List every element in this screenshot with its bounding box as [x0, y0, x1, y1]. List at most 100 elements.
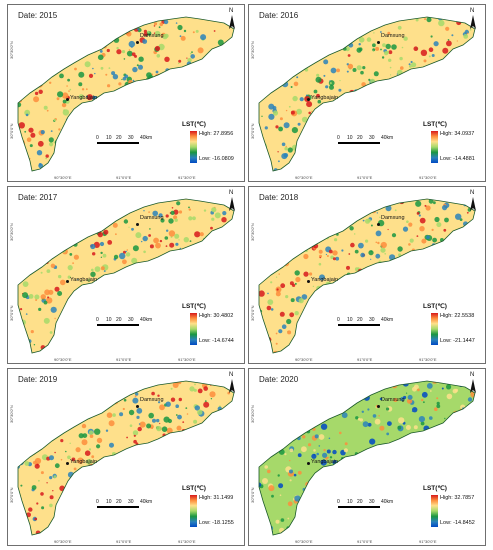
lst-legend: LST(℃) High: 32.7857 Low: -14.8452	[423, 484, 485, 530]
scale-label: 0	[337, 317, 340, 323]
longitude-label: 91°0'0"E	[357, 357, 373, 362]
town-label-damxung: Damxung	[140, 397, 164, 403]
north-arrow-icon: N	[467, 190, 479, 213]
lst-raster-map	[258, 198, 476, 354]
longitude-label: 90°30'0"E	[54, 175, 72, 180]
north-label: N	[470, 8, 475, 14]
scale-segment	[97, 324, 107, 326]
longitude-label: 90°30'0"E	[295, 539, 313, 544]
lst-map-panel: Date: 2015 N Damxung Yangbajain 0 10 20 30 40km L…	[7, 4, 245, 182]
scale-label: 10	[106, 499, 112, 505]
scale-label: 10	[347, 317, 353, 323]
legend-low: Low: -16.0809	[199, 156, 234, 162]
date-label: Date: 2019	[18, 375, 58, 384]
latitude-label: 30°0'0"N	[9, 305, 14, 321]
date-label: Date: 2015	[18, 11, 58, 20]
scale-segment	[97, 506, 107, 508]
scale-bar: 0 10 20 30 40km	[96, 499, 160, 515]
scale-segment	[348, 506, 358, 508]
legend-color-ramp	[190, 313, 197, 345]
town-label-yangbajain: Yangbajain	[311, 459, 339, 465]
legend-title: LST(℃)	[182, 121, 206, 128]
legend-high: High: 22.5538	[440, 313, 475, 319]
lst-raster-map	[17, 198, 235, 354]
scale-segment	[129, 324, 139, 326]
town-label-yangbajain: Yangbajain	[70, 459, 98, 465]
longitude-label: 91°30'0"E	[178, 357, 196, 362]
scale-bar: 0 10 20 30 40km	[337, 135, 401, 151]
legend-color-ramp	[431, 131, 438, 163]
north-label: N	[470, 372, 475, 378]
town-marker	[136, 41, 139, 44]
town-label-yangbajain: Yangbajain	[311, 95, 339, 101]
scale-label: 0	[96, 499, 99, 505]
legend-title: LST(℃)	[182, 485, 206, 492]
scale-bar: 0 10 20 30 40km	[337, 317, 401, 333]
legend-high: High: 32.7857	[440, 495, 475, 501]
scale-segment	[358, 324, 370, 326]
latitude-label: 30°0'0"N	[9, 487, 14, 503]
latitude-label: 30°0'0"N	[250, 305, 255, 321]
town-marker	[136, 405, 139, 408]
scale-segment	[117, 506, 129, 508]
latitude-label: 30°0'0"N	[250, 487, 255, 503]
legend-title: LST(℃)	[423, 485, 447, 492]
scale-label: 10	[106, 317, 112, 323]
town-label-damxung: Damxung	[140, 215, 164, 221]
town-label-yangbajain: Yangbajain	[311, 277, 339, 283]
latitude-label: 30°30'0"N	[9, 405, 14, 423]
legend-low: Low: -21.1447	[440, 338, 475, 344]
scale-label: 30	[128, 135, 134, 141]
lst-legend: LST(℃) High: 31.1499 Low: -18.1255	[182, 484, 244, 530]
town-label-yangbajain: Yangbajain	[70, 277, 98, 283]
longitude-label: 91°0'0"E	[116, 357, 132, 362]
scale-label: 20	[357, 317, 363, 323]
scale-label: 30	[369, 135, 375, 141]
lst-legend: LST(℃) High: 22.5538 Low: -21.1447	[423, 302, 485, 348]
north-label: N	[470, 190, 475, 196]
scale-segment	[129, 506, 139, 508]
scale-segment	[358, 506, 370, 508]
scale-segment	[97, 142, 107, 144]
legend-title: LST(℃)	[182, 303, 206, 310]
scale-label: 40km	[140, 317, 153, 323]
latitude-label: 30°30'0"N	[250, 41, 255, 59]
legend-title: LST(℃)	[423, 121, 447, 128]
scale-segment	[107, 142, 117, 144]
scale-label: 20	[116, 135, 122, 141]
town-marker	[307, 98, 310, 101]
scale-segment	[348, 142, 358, 144]
town-marker	[66, 280, 69, 283]
scale-label: 0	[337, 135, 340, 141]
longitude-label: 90°30'0"E	[295, 175, 313, 180]
town-marker	[377, 223, 380, 226]
town-label-damxung: Damxung	[381, 33, 405, 39]
scale-label: 20	[357, 499, 363, 505]
legend-low: Low: -18.1255	[199, 520, 234, 526]
scale-label: 30	[369, 499, 375, 505]
legend-color-ramp	[431, 313, 438, 345]
longitude-label: 91°30'0"E	[419, 175, 437, 180]
date-label: Date: 2018	[259, 193, 299, 202]
legend-high: High: 31.1499	[199, 495, 234, 501]
town-marker	[66, 462, 69, 465]
scale-label: 40km	[381, 317, 394, 323]
legend-color-ramp	[190, 131, 197, 163]
longitude-label: 91°0'0"E	[357, 539, 373, 544]
longitude-label: 90°30'0"E	[54, 539, 72, 544]
legend-high: High: 27.8956	[199, 131, 234, 137]
town-marker	[377, 41, 380, 44]
scale-label: 30	[128, 317, 134, 323]
lst-map-panel: Date: 2016 N Damxung Yangbajain 0 10 20 30 40km L…	[248, 4, 486, 182]
town-label-damxung: Damxung	[381, 397, 405, 403]
north-arrow-icon: N	[226, 8, 238, 31]
scale-label: 0	[96, 317, 99, 323]
scale-label: 10	[347, 135, 353, 141]
town-label-damxung: Damxung	[381, 215, 405, 221]
scale-label: 30	[128, 499, 134, 505]
legend-color-ramp	[190, 495, 197, 527]
latitude-label: 30°0'0"N	[9, 123, 14, 139]
scale-label: 40km	[381, 499, 394, 505]
latitude-label: 30°30'0"N	[250, 223, 255, 241]
longitude-label: 91°30'0"E	[178, 175, 196, 180]
